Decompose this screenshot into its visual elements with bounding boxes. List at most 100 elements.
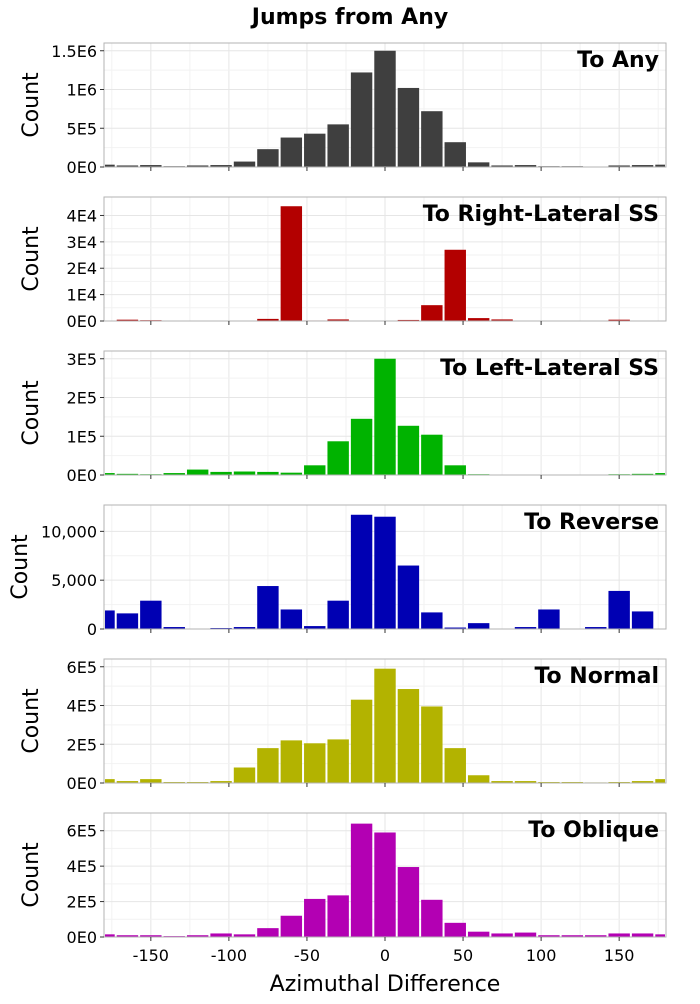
x-tick-label: -100 bbox=[211, 946, 247, 965]
bar bbox=[140, 601, 161, 629]
bar bbox=[140, 779, 161, 783]
y-tick-label: 2E5 bbox=[67, 389, 97, 408]
chart-title: Jumps from Any bbox=[250, 5, 448, 30]
bar bbox=[538, 609, 559, 629]
bar bbox=[374, 359, 395, 475]
y-tick-label: 10,000 bbox=[41, 522, 97, 541]
bar bbox=[281, 609, 302, 629]
y-axis-label: Count bbox=[19, 72, 44, 138]
bar bbox=[281, 740, 302, 783]
y-tick-label: 2E5 bbox=[67, 893, 97, 912]
bar bbox=[234, 162, 255, 167]
bar bbox=[257, 586, 278, 629]
bar bbox=[398, 88, 419, 167]
bar bbox=[374, 669, 395, 783]
x-tick-label: -150 bbox=[133, 946, 169, 965]
bar bbox=[421, 111, 442, 167]
panel-title: To Reverse bbox=[524, 510, 659, 535]
y-tick-label: 0 bbox=[87, 620, 97, 639]
bar bbox=[281, 206, 302, 321]
bar bbox=[608, 933, 629, 937]
bar bbox=[304, 465, 325, 475]
bar bbox=[491, 933, 512, 937]
bar bbox=[210, 933, 231, 937]
bar bbox=[234, 472, 255, 475]
bar bbox=[257, 748, 278, 783]
y-tick-label: 6E5 bbox=[67, 822, 97, 841]
y-axis-label: Count bbox=[19, 842, 44, 908]
bar bbox=[351, 515, 372, 629]
bar bbox=[445, 142, 466, 167]
bar bbox=[398, 566, 419, 629]
bar bbox=[445, 250, 466, 321]
bar bbox=[421, 305, 442, 321]
y-tick-label: 2E4 bbox=[67, 259, 97, 278]
y-tick-label: 0E0 bbox=[67, 928, 97, 947]
bar bbox=[351, 700, 372, 783]
x-tick-label: 100 bbox=[526, 946, 557, 965]
bar bbox=[468, 775, 489, 783]
bar bbox=[257, 928, 278, 937]
bar bbox=[105, 610, 115, 629]
bar bbox=[351, 72, 372, 167]
bar bbox=[632, 611, 653, 629]
bar bbox=[374, 517, 395, 629]
y-tick-label: 1E6 bbox=[67, 81, 97, 100]
x-tick-label: -50 bbox=[294, 946, 320, 965]
bar bbox=[608, 591, 629, 629]
y-tick-label: 1E4 bbox=[67, 286, 97, 305]
y-axis-label: Count bbox=[8, 534, 33, 600]
bar bbox=[257, 149, 278, 167]
y-axis-label: Count bbox=[19, 688, 44, 754]
bar bbox=[117, 613, 138, 629]
y-tick-label: 0E0 bbox=[67, 312, 97, 331]
panel-title: To Oblique bbox=[528, 818, 659, 843]
bar bbox=[398, 426, 419, 475]
y-tick-label: 1E5 bbox=[67, 427, 97, 446]
panel-title: To Left-Lateral SS bbox=[440, 356, 659, 381]
bar bbox=[327, 441, 348, 475]
bar bbox=[445, 748, 466, 783]
y-tick-label: 2E5 bbox=[67, 735, 97, 754]
y-tick-label: 4E5 bbox=[67, 697, 97, 716]
bar bbox=[445, 465, 466, 475]
bar bbox=[421, 435, 442, 475]
bar bbox=[398, 689, 419, 783]
x-tick-label: 0 bbox=[380, 946, 390, 965]
x-tick-label: 150 bbox=[604, 946, 635, 965]
y-tick-label: 0E0 bbox=[67, 466, 97, 485]
bar bbox=[515, 933, 536, 937]
bar bbox=[351, 824, 372, 937]
bar bbox=[327, 601, 348, 629]
y-tick-label: 3E4 bbox=[67, 233, 97, 252]
panel-title: To Right-Lateral SS bbox=[423, 202, 659, 227]
bar bbox=[304, 899, 325, 937]
bar bbox=[351, 419, 372, 475]
bar bbox=[468, 932, 489, 937]
bar bbox=[421, 612, 442, 629]
bar bbox=[374, 832, 395, 937]
y-tick-label: 5E5 bbox=[67, 119, 97, 138]
bar bbox=[327, 124, 348, 167]
bar bbox=[304, 134, 325, 167]
panel-title: To Normal bbox=[534, 664, 659, 689]
bar bbox=[421, 706, 442, 783]
bar bbox=[105, 779, 115, 783]
y-tick-label: 1.5E6 bbox=[51, 42, 97, 61]
y-tick-label: 4E5 bbox=[67, 857, 97, 876]
y-tick-label: 0E0 bbox=[67, 158, 97, 177]
bar bbox=[445, 923, 466, 937]
y-tick-label: 3E5 bbox=[67, 350, 97, 369]
bar bbox=[655, 779, 665, 783]
bar bbox=[327, 895, 348, 937]
panel-2: 0E0 1E5 2E5 3E5 Count To Left-Lateral SS bbox=[19, 350, 666, 485]
y-tick-label: 4E4 bbox=[67, 206, 97, 225]
y-axis-label: Count bbox=[19, 380, 44, 446]
y-tick-label: 0E0 bbox=[67, 774, 97, 793]
